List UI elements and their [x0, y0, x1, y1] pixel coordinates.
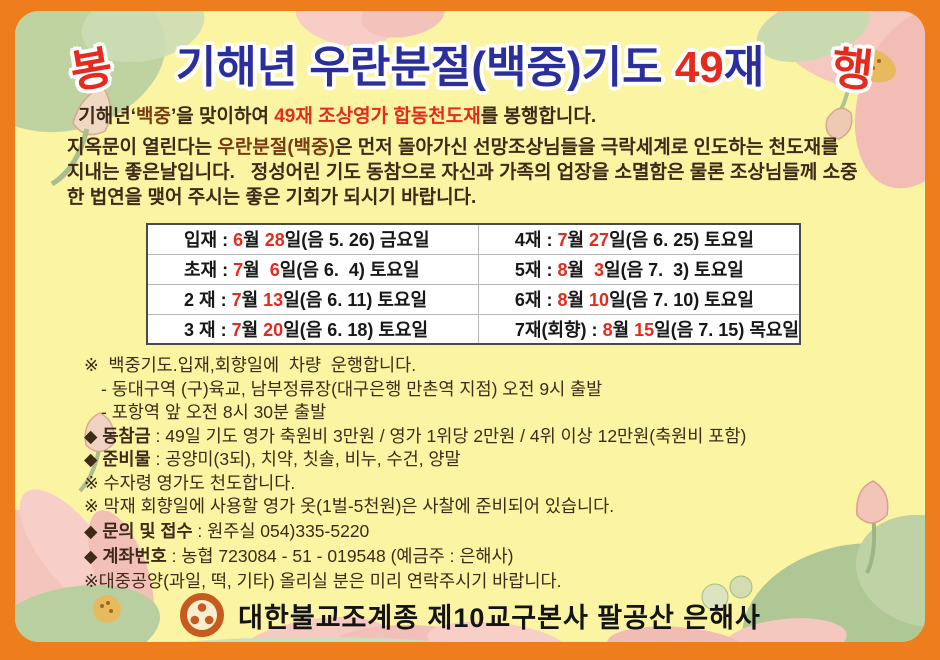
table-row: 3 재 : 7월 20일(음 6. 18) 토요일 7재(회향) : 8월 15… — [146, 313, 801, 345]
table-row: 2 재 : 7월 13일(음 6. 11) 토요일 6재 : 8월 10일(음 … — [146, 283, 801, 315]
schedule-cell-7jae: 7재(회향) : 8월 15일(음 7. 15) 목요일 — [477, 313, 801, 345]
note-sujaryeong: ※ 수자령 영가도 천도합니다. — [84, 472, 296, 493]
schedule-cell-chojae: 초재 : 7월 6일(음 6. 4) 토요일 — [146, 253, 479, 285]
footer: 대한불교조계종 제10교구본사 팔공산 은해사 — [15, 592, 925, 638]
poster-title: 기해년 우란분절(백중)기도 49재 — [15, 31, 925, 95]
schedule-cell-3jae: 3 재 : 7월 20일(음 6. 18) 토요일 — [146, 313, 479, 345]
table-row: 초재 : 7월 6일(음 6. 4) 토요일 5재 : 8월 3일(음 7. 3… — [146, 253, 801, 285]
note-shuttle: ※ 백중기도.입재,회향일에 차량 운행합니다. — [84, 355, 417, 375]
contact-offering-note: ※대중공양(과일, 떡, 기타) 올리실 분은 미리 연락주시기 바랍니다. — [84, 571, 562, 591]
intro-paragraph: 기해년‘백중’을 맞이하여 49재 조상영가 합동천도재를 봉행합니다. 지옥문… — [67, 104, 897, 210]
temple-name: 대한불교조계종 제10교구본사 팔공산 은해사 — [238, 602, 761, 633]
jogye-order-logo-icon — [180, 593, 225, 637]
schedule-cell-ipjae: 입재 : 6월 28일(음 5. 26) 금요일 — [146, 223, 479, 255]
schedule-cell-2jae: 2 재 : 7월 13일(음 6. 11) 토요일 — [146, 283, 479, 315]
contact-account: ◆ 계좌번호 : 농협 723084 - 51 - 019548 (예금주 : … — [84, 546, 514, 566]
title-part-blue: 기해년 우란분절(백중)기도 — [175, 43, 675, 92]
table-row: 입재 : 6월 28일(음 5. 26) 금요일 4재 : 7월 27일(음 6… — [146, 223, 801, 255]
contact-phone: ◆ 문의 및 접수 : 원주실 054)335-5220 — [84, 521, 370, 541]
note-shuttle-daegu: - 동대구역 (구)육교, 남부정류장(대구은행 만촌역 지점) 오전 9시 출… — [101, 378, 603, 399]
note-fee: ◆ 동참금 : 49일 기도 영가 축원비 3만원 / 영가 1위당 2만원 /… — [84, 425, 747, 446]
notes-section: ※ 백중기도.입재,회향일에 차량 운행합니다. - 동대구역 (구)육교, 남… — [84, 354, 894, 519]
schedule-cell-4jae: 4재 : 7월 27일(음 6. 25) 토요일 — [477, 223, 801, 255]
schedule-cell-5jae: 5재 : 8월 3일(음 7. 3) 토요일 — [477, 253, 801, 285]
title-part-jae: 재 — [723, 43, 765, 92]
poster: 봉 행 기해년 우란분절(백중)기도 49재 기해년‘백중’을 맞이하여 49재… — [15, 11, 925, 642]
note-clothes: ※ 막재 회향일에 사용할 영가 옷(1벌-5천원)은 사찰에 준비되어 있습니… — [84, 496, 615, 516]
title-part-49: 49 — [674, 43, 724, 92]
note-shuttle-pohang: - 포항역 앞 오전 8시 30분 출발 — [101, 402, 327, 422]
note-supplies: ◆ 준비물 : 공양미(3되), 치약, 칫솔, 비누, 수건, 양말 — [84, 449, 461, 469]
intro-line: 한 법연을 맺어 주시는 좋은 기회가 되시기 바랍니다. — [67, 187, 477, 208]
schedule-cell-6jae: 6재 : 8월 10일(음 7. 10) 토요일 — [477, 283, 801, 315]
contact-section: ◆ 문의 및 접수 : 원주실 054)335-5220 ◆ 계좌번호 : 농협… — [84, 519, 894, 594]
schedule-table: 입재 : 6월 28일(음 5. 26) 금요일 4재 : 7월 27일(음 6… — [146, 223, 801, 345]
intro-line: 지옥문이 열린다는 우란분절(백중)은 먼저 돌아가신 선망조상님들을 극락세계… — [67, 137, 839, 158]
intro-line: 기해년‘백중’을 맞이하여 49재 조상영가 합동천도재를 봉행합니다. — [73, 106, 597, 127]
intro-line: 지내는 좋은날입니다. 정성어린 기도 동참으로 자신과 가족의 업장을 소멸함… — [67, 162, 858, 183]
